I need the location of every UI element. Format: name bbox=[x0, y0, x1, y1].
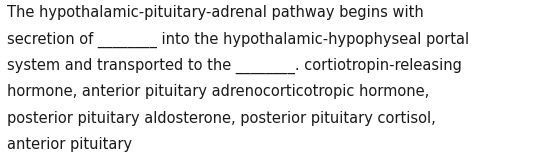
Text: anterior pituitary: anterior pituitary bbox=[7, 137, 132, 152]
Text: secretion of ________ into the hypothalamic-hypophyseal portal: secretion of ________ into the hypothala… bbox=[7, 31, 469, 48]
Text: hormone, anterior pituitary adrenocorticotropic hormone,: hormone, anterior pituitary adrenocortic… bbox=[7, 84, 430, 99]
Text: The hypothalamic-pituitary-adrenal pathway begins with: The hypothalamic-pituitary-adrenal pathw… bbox=[7, 5, 424, 20]
Text: system and transported to the ________. cortiotropin-releasing: system and transported to the ________. … bbox=[7, 58, 462, 74]
Text: posterior pituitary aldosterone, posterior pituitary cortisol,: posterior pituitary aldosterone, posteri… bbox=[7, 111, 436, 126]
